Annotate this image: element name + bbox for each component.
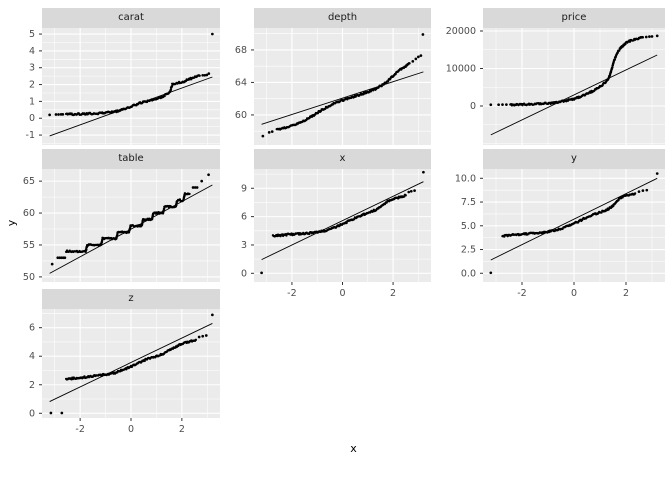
y-tick-label: 55: [23, 240, 35, 251]
y-axis: 0 10000 20000: [446, 26, 483, 112]
facet-strip-label: depth: [327, 12, 358, 23]
y-tick-label: 2: [29, 80, 35, 91]
facet-strip-label: x: [339, 153, 346, 164]
facet-panel-svg-table: 50 55 60 65: [23, 169, 220, 283]
qq-points-outliers: [489, 172, 659, 275]
y-tick-label: 4: [29, 46, 35, 57]
facet-strip-label: price: [561, 12, 587, 23]
y-tick-label: 2.5: [461, 245, 476, 256]
facet-panel-svg-x: 0 3 6 9 -2 0 2: [241, 169, 431, 299]
reference-line: [490, 177, 658, 261]
x-tick-label: 2: [179, 424, 185, 435]
y-tick-label: 7.5: [461, 197, 476, 208]
y-tick-label: 2: [29, 380, 35, 391]
x-tick-label: 2: [390, 288, 396, 299]
gridlines: [483, 169, 665, 282]
y-axis: 0.0 2.5 5.0 7.5 10.0: [455, 173, 483, 279]
y-tick-label: 6: [241, 212, 247, 223]
qq-points-outliers: [49, 313, 214, 415]
qq-points-band: [64, 338, 198, 381]
facet-panel-svg-y: 0.0 2.5 5.0 7.5 10.0 -2 0 2: [455, 169, 665, 299]
y-axis: 60 64 68: [235, 45, 254, 121]
y-tick-label: 20000: [446, 26, 476, 37]
y-tick-label: 65: [23, 176, 35, 187]
y-tick-label: 60: [235, 110, 247, 121]
facet-strip-price: price: [483, 8, 665, 28]
facet-strip-label: z: [128, 293, 134, 304]
y-axis: 0 2 4 6: [29, 323, 42, 419]
x-tick-label: 0: [339, 288, 345, 299]
y-tick-label: 0: [29, 113, 35, 124]
y-tick-label: 0: [29, 408, 35, 419]
facet-strip-y: y: [483, 149, 665, 169]
qq-points-outliers: [489, 34, 659, 107]
x-tick-label: 0: [571, 288, 577, 299]
qq-points-band: [64, 74, 201, 117]
y-tick-label: 0.0: [461, 268, 476, 279]
qq-points-outliers: [260, 170, 425, 275]
y-tick-label: -1: [26, 130, 35, 141]
facet-strip-z: z: [42, 289, 220, 309]
y-tick-label: 4: [29, 351, 35, 362]
facet-panel-svg-carat: -1 0 1 2 3 4 5: [26, 28, 220, 145]
facet-strip-table: table: [42, 149, 220, 169]
facet-strip-label: y: [571, 153, 577, 164]
x-axis: -2 0 2: [75, 418, 185, 435]
facet-strip-carat: carat: [42, 8, 220, 28]
y-tick-label: 6: [29, 323, 35, 334]
reference-line: [261, 181, 424, 261]
y-tick-label: 50: [23, 272, 35, 283]
y-tick-label: 1: [29, 96, 35, 107]
y-tick-label: 5: [29, 29, 35, 40]
qq-points-band: [271, 193, 407, 238]
y-tick-label: 3: [29, 63, 35, 74]
facet-strip-x: x: [254, 149, 431, 169]
qq-points-outliers: [261, 33, 425, 138]
y-axis-title: y: [5, 219, 18, 227]
facet-panel-svg-depth: 60 64 68: [235, 28, 431, 145]
qq-points-band: [275, 62, 411, 131]
x-tick-label: 0: [128, 424, 134, 435]
reference-line: [49, 323, 213, 402]
qq-points-band: [501, 192, 637, 238]
qq-points-band: [509, 35, 645, 107]
facet-strip-label: table: [118, 153, 144, 164]
y-tick-label: 9: [241, 183, 247, 194]
y-tick-label: 0: [241, 268, 247, 279]
x-tick-label: -2: [287, 288, 296, 299]
y-tick-label: 10000: [446, 64, 476, 75]
y-tick-label: 60: [23, 208, 35, 219]
facet-panel-svg-z: 0 2 4 6 -2 0 2: [29, 309, 220, 435]
x-tick-label: -2: [517, 288, 526, 299]
facet-panel-svg-price: 0 10000 20000: [446, 26, 665, 145]
qq-points-outliers: [50, 173, 210, 266]
x-tick-label: 2: [623, 288, 629, 299]
x-axis-title: x: [350, 442, 357, 455]
reference-line: [49, 184, 213, 274]
facet-strip-depth: depth: [254, 8, 431, 28]
y-tick-label: 0: [470, 101, 476, 112]
y-tick-label: 5.0: [461, 221, 476, 232]
x-axis: -2 0 2: [287, 282, 396, 299]
y-tick-label: 3: [241, 240, 247, 251]
reference-line: [261, 71, 424, 125]
y-axis: -1 0 1 2 3 4 5: [26, 29, 42, 141]
x-tick-label: -2: [75, 424, 84, 435]
y-tick-label: 68: [235, 45, 247, 56]
y-tick-label: 64: [235, 77, 247, 88]
x-axis: -2 0 2: [517, 282, 629, 299]
facet-strip-label: carat: [118, 12, 144, 23]
qq-points-band: [64, 192, 191, 254]
y-tick-label: 10.0: [455, 173, 476, 184]
gridlines: [483, 28, 665, 145]
y-axis: 0 3 6 9: [241, 183, 254, 279]
qq-points-outliers: [48, 32, 214, 117]
reference-line: [490, 54, 658, 136]
gridlines: [254, 169, 431, 282]
y-axis: 50 55 60 65: [23, 176, 42, 283]
